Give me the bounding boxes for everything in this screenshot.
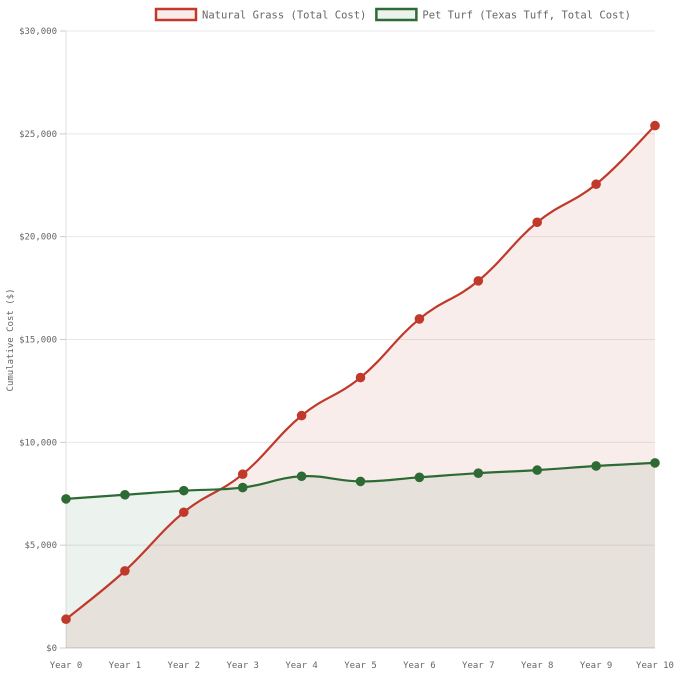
areas: [66, 125, 655, 648]
y-tick-label: $0: [46, 644, 57, 654]
data-point: [591, 179, 601, 190]
data-point: [473, 276, 484, 286]
legend-label: Natural Grass (Total Cost): [202, 10, 366, 22]
data-point: [355, 476, 366, 487]
data-point: [237, 482, 248, 493]
legend: Natural Grass (Total Cost) Pet Turf (Texa…: [154, 7, 631, 22]
legend-swatch: [375, 7, 418, 22]
data-point: [296, 471, 307, 482]
data-point: [650, 120, 660, 131]
y-axis-label: Cumulative Cost ($): [6, 289, 16, 392]
x-tick-label: Year 0: [50, 661, 83, 671]
y-tick-label: $10,000: [19, 438, 57, 448]
x-tick-label: Year 1: [109, 661, 142, 671]
legend-swatch: [154, 7, 198, 22]
x-tick-label: Year 9: [580, 661, 613, 671]
data-point: [473, 468, 484, 478]
x-tick-label: Year 5: [344, 661, 377, 671]
data-point: [650, 458, 660, 468]
x-tick-label: Year 4: [285, 661, 318, 671]
points: [61, 120, 660, 625]
x-tick-label: Year 2: [168, 661, 201, 671]
data-point: [296, 410, 307, 421]
x-tick-label: Year 10: [636, 661, 674, 671]
data-point: [179, 485, 189, 496]
x-axis: Year 0 Year 1 Year 2 Year 3 Year 4 Year 5 Year…: [50, 661, 674, 671]
data-point: [120, 566, 130, 576]
data-point: [414, 314, 425, 324]
x-tick-label: Year 7: [462, 661, 495, 671]
series-area: [66, 125, 655, 648]
y-tick-label: $25,000: [19, 130, 57, 140]
y-axis: $0 $5,000 $10,000 $15,000 $20,000 $25,000 $30,…: [19, 27, 66, 654]
data-point: [532, 465, 542, 475]
x-tick-label: Year 8: [521, 661, 554, 671]
y-tick-label: $30,000: [19, 27, 57, 37]
grid: [65, 30, 655, 649]
legend-label: Pet Turf (Texas Tuff, Total Cost): [422, 10, 631, 22]
series-area: [66, 462, 655, 648]
y-tick-label: $20,000: [19, 233, 57, 243]
data-point: [532, 217, 542, 228]
data-point: [237, 469, 248, 480]
data-point: [591, 461, 601, 471]
data-point: [61, 494, 71, 504]
data-point: [414, 472, 425, 483]
y-tick-label: $15,000: [19, 336, 57, 346]
data-point: [179, 507, 189, 518]
x-tick-label: Year 3: [226, 661, 259, 671]
data-point: [355, 372, 366, 383]
data-point: [61, 614, 71, 625]
data-point: [120, 489, 130, 500]
y-tick-label: $5,000: [24, 541, 57, 551]
x-tick-label: Year 6: [403, 661, 436, 671]
